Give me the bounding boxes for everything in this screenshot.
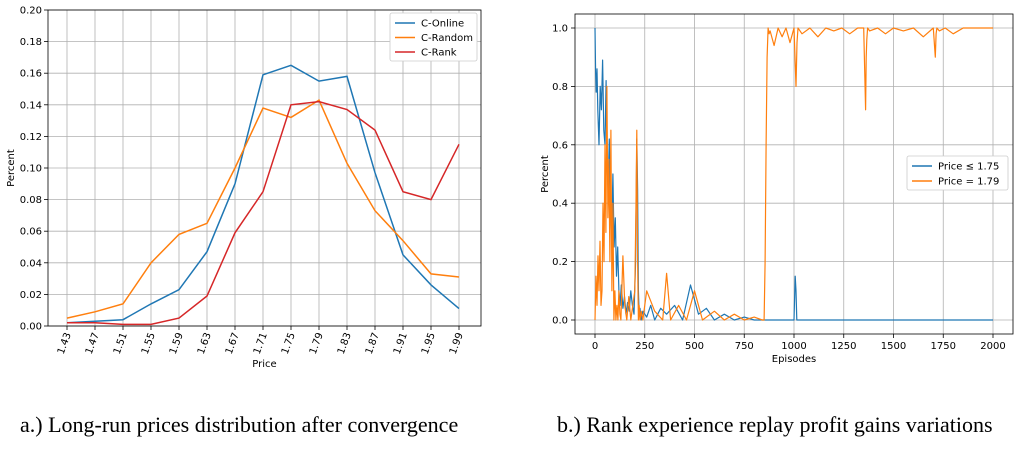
x-axis-label: Price — [252, 359, 276, 370]
y-tick-label: 0.14 — [20, 100, 42, 111]
series-line-c-rank — [67, 100, 460, 326]
y-tick-label: 0.02 — [20, 290, 42, 301]
x-tick-label: 250 — [635, 341, 654, 352]
y-tick-label: 0.18 — [20, 37, 42, 48]
x-tick-label: 1.67 — [224, 331, 242, 356]
x-tick-label: 1.79 — [308, 331, 326, 356]
x-tick-label: 1.91 — [392, 331, 410, 356]
x-tick-label: 500 — [685, 341, 704, 352]
x-tick-label: 2000 — [980, 341, 1005, 352]
y-tick-label: 0.10 — [20, 164, 42, 175]
y-tick-label: 0.20 — [20, 6, 42, 17]
x-tick-label: 1000 — [781, 341, 806, 352]
y-tick-label: 0.2 — [552, 257, 568, 268]
y-tick-label: 0.8 — [552, 82, 568, 93]
legend-label: C-Random — [421, 33, 473, 44]
y-tick-label: 0.06 — [20, 227, 42, 238]
series-line-0 — [594, 27, 993, 321]
x-tick-label: 1.63 — [196, 331, 214, 356]
chart-b-profit-gains: 0.0 0.2 0.4 0.6 0.8 1.0 0 250 500 750 1000 1250 1500… — [540, 13, 1014, 365]
y-axis-label: Percent — [540, 155, 551, 193]
y-tick-label: 0.04 — [20, 258, 42, 269]
series-line-c-random — [66, 99, 460, 319]
x-tick-label: 1.99 — [448, 331, 466, 356]
legend-box — [906, 155, 1009, 191]
y-tick-label: 0.0 — [552, 316, 568, 327]
caption-b: b.) Rank experience replay profit gains … — [557, 412, 993, 437]
y-tick-label: 0.4 — [552, 199, 568, 210]
x-tick-label: 1.83 — [336, 331, 354, 356]
series-line-c-online — [66, 64, 460, 324]
x-tick-label: 1.43 — [56, 331, 74, 356]
legend-label: Price ≤ 1.75 — [938, 162, 999, 173]
x-tick-label: 1.87 — [364, 331, 382, 356]
x-tick-label: 1250 — [831, 341, 856, 352]
y-tick-label: 1.0 — [552, 24, 568, 35]
series-line-1 — [594, 27, 993, 321]
y-axis-label: Percent — [6, 149, 17, 187]
y-tick-label: 0.08 — [20, 195, 42, 206]
chart-a-price-distribution: 0.00 0.02 0.04 0.06 0.08 0.10 0.12 0.14 0.16 0.18… — [6, 6, 482, 370]
caption-a: a.) Long-run prices distribution after c… — [20, 412, 459, 437]
y-tick-label: 0.6 — [552, 140, 568, 151]
x-tick-label: 1.47 — [84, 331, 102, 356]
x-tick-label: 750 — [735, 341, 754, 352]
x-tick-label: 1.51 — [112, 331, 130, 356]
x-tick-label: 0 — [592, 341, 598, 352]
x-tick-label: 1750 — [931, 341, 956, 352]
x-tick-label: 1.71 — [252, 331, 270, 356]
x-tick-label: 1.59 — [168, 331, 186, 356]
x-tick-label: 1.95 — [420, 331, 438, 356]
legend-box — [389, 12, 478, 62]
x-tick-label: 1500 — [881, 341, 906, 352]
legend-label: C-Rank — [421, 48, 457, 59]
x-axis-label: Episodes — [772, 354, 816, 365]
y-tick-label: 0.16 — [20, 69, 42, 80]
legend-label: C-Online — [421, 19, 464, 30]
y-tick-label: 0.12 — [20, 132, 42, 143]
x-tick-label: 1.75 — [280, 331, 298, 356]
x-tick-label: 1.55 — [140, 331, 158, 356]
legend-label: Price = 1.79 — [938, 177, 999, 188]
y-tick-label: 0.00 — [20, 322, 42, 333]
